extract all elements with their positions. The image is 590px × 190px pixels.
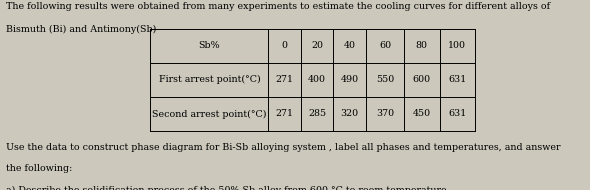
Text: Use the data to construct phase diagram for Bi-Sb alloying system , label all ph: Use the data to construct phase diagram … (6, 142, 560, 151)
Text: 100: 100 (448, 41, 466, 50)
Text: 400: 400 (308, 75, 326, 84)
Text: 80: 80 (416, 41, 428, 50)
Text: Bismuth (Bi) and Antimony(Sb): Bismuth (Bi) and Antimony(Sb) (6, 25, 156, 34)
Text: 450: 450 (413, 109, 431, 119)
Text: the following:: the following: (6, 164, 73, 173)
Text: 271: 271 (276, 109, 294, 119)
Text: 60: 60 (379, 41, 391, 50)
Text: 271: 271 (276, 75, 294, 84)
Text: 0: 0 (281, 41, 288, 50)
Text: 40: 40 (343, 41, 356, 50)
Text: 631: 631 (448, 75, 466, 84)
Text: First arrest point(°C): First arrest point(°C) (159, 75, 260, 84)
Text: Second arrest point(°C): Second arrest point(°C) (152, 109, 267, 119)
Text: a) Describe the solidification process of the 50% Sb alloy from 600 °C to room t: a) Describe the solidification process o… (6, 186, 450, 190)
Text: Sb%: Sb% (199, 41, 220, 50)
Text: 550: 550 (376, 75, 394, 84)
Text: 320: 320 (340, 109, 359, 119)
Text: 370: 370 (376, 109, 394, 119)
Text: 600: 600 (413, 75, 431, 84)
Text: 285: 285 (308, 109, 326, 119)
Text: 490: 490 (340, 75, 359, 84)
Text: The following results were obtained from many experiments to estimate the coolin: The following results were obtained from… (6, 2, 550, 11)
Text: 20: 20 (311, 41, 323, 50)
Text: 631: 631 (448, 109, 466, 119)
